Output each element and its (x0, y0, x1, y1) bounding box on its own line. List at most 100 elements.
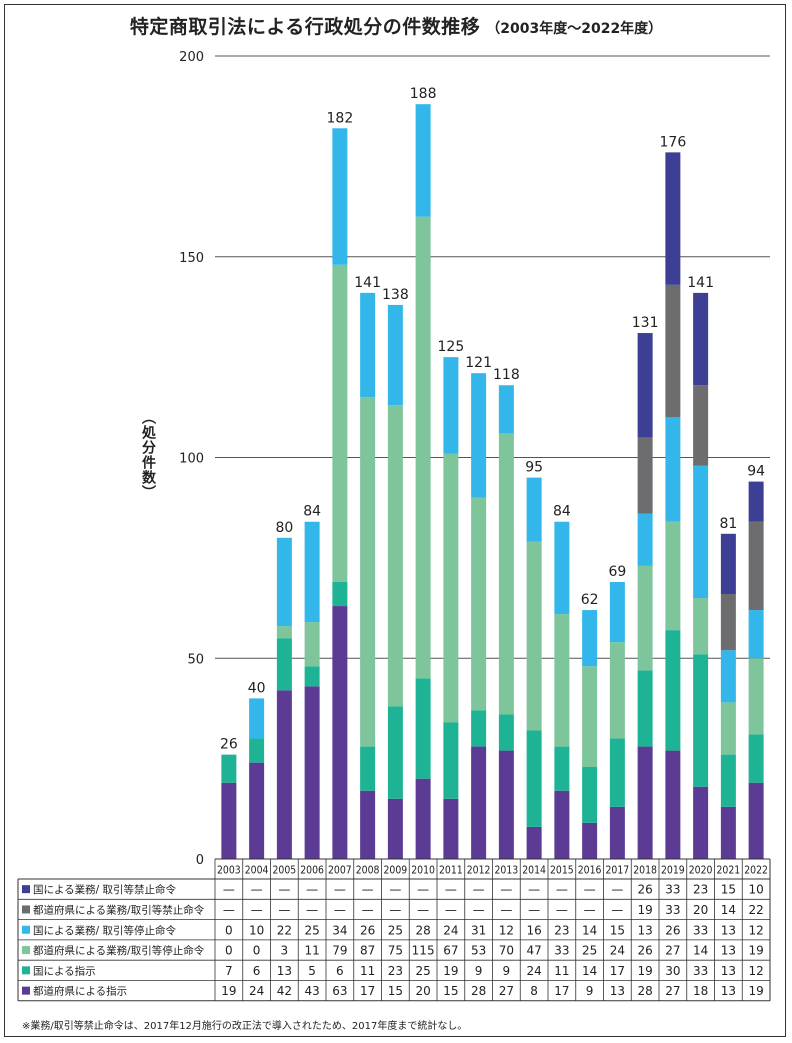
bar-segment-gov_suspend (582, 610, 598, 667)
bar-total-label: 121 (465, 355, 492, 371)
table-cell-pref_suspend: 19 (748, 944, 763, 958)
table-cell-gov_instruct: 7 (225, 964, 233, 978)
table-cell-pref_suspend: 115 (412, 944, 435, 958)
table-cell-pref_ban: 19 (637, 903, 652, 917)
table-cell-gov_suspend: 33 (693, 923, 708, 937)
bar-total-label: 182 (327, 110, 354, 126)
bar-total-label: 125 (438, 339, 465, 355)
table-cell-gov_instruct: 19 (443, 964, 458, 978)
table-cell-pref_suspend: 53 (471, 944, 486, 958)
table-cell-gov_instruct: 5 (308, 964, 316, 978)
y-axis-label: （処分件数） (140, 410, 156, 500)
bar-segment-pref_instruct (415, 778, 431, 859)
table-cell-gov_instruct: 13 (721, 964, 736, 978)
table-cell-pref_ban: — (334, 903, 346, 917)
table-cell-pref_ban: — (278, 903, 290, 917)
bar-total-label: 40 (248, 680, 266, 696)
table-cell-gov_suspend: 13 (637, 923, 652, 937)
legend-swatch-pref_ban (22, 905, 30, 914)
table-cell-pref_instruct: 28 (471, 984, 486, 998)
table-cell-pref_instruct: 13 (610, 984, 625, 998)
bar-segment-gov_suspend (748, 610, 764, 659)
table-cell-pref_instruct: 63 (332, 984, 347, 998)
table-cell-pref_suspend: 47 (526, 944, 541, 958)
bar-segment-gov_instruct (360, 746, 376, 791)
table-year-header: 2004 (245, 865, 269, 877)
table-cell-gov_ban: 15 (721, 883, 736, 897)
table-cell-gov_ban: — (251, 883, 263, 897)
bar-segment-pref_instruct (471, 746, 487, 859)
table-cell-gov_ban: — (528, 883, 540, 897)
bar-segment-gov_ban (637, 333, 653, 438)
table-cell-gov_suspend: 23 (554, 923, 569, 937)
bar-total-label: 95 (525, 460, 543, 476)
table-cell-gov_instruct: 12 (748, 964, 763, 978)
table-cell-pref_suspend: 24 (610, 944, 625, 958)
bar-total-label: 188 (410, 86, 437, 102)
table-cell-gov_ban: — (584, 883, 596, 897)
bar-total-label: 69 (608, 564, 626, 580)
table-cell-pref_suspend: 13 (721, 944, 736, 958)
table-cell-pref_suspend: 27 (665, 944, 680, 958)
table-year-header: 2011 (439, 865, 463, 877)
table-cell-pref_ban: — (389, 903, 401, 917)
table-cell-gov_ban: 26 (637, 883, 652, 897)
bar-segment-gov_ban (748, 481, 764, 522)
table-year-header: 2010 (411, 865, 435, 877)
y-tick-label: 0 (196, 853, 204, 868)
bar-total-label: 26 (220, 737, 238, 753)
bar-segment-pref_instruct (221, 782, 237, 859)
chart-frame (4, 4, 786, 1037)
table-cell-pref_ban: 33 (665, 903, 680, 917)
table-cell-gov_ban: — (556, 883, 568, 897)
bar-segment-pref_instruct (665, 750, 681, 859)
bar-segment-pref_suspend (387, 405, 403, 707)
chart-title: 特定商取引法による行政処分の件数推移 （2003年度〜2022年度） (0, 12, 792, 39)
table-cell-gov_ban: 33 (665, 883, 680, 897)
bar-segment-gov_instruct (332, 581, 348, 607)
bar-segment-pref_suspend (276, 626, 292, 639)
table-cell-gov_ban: — (500, 883, 512, 897)
bar-segment-gov_suspend (249, 698, 265, 739)
table-cell-gov_suspend: 22 (277, 923, 292, 937)
table-cell-gov_instruct: 33 (693, 964, 708, 978)
bar-segment-gov_instruct (276, 638, 292, 691)
table-year-header: 2003 (217, 865, 241, 877)
bar-segment-gov_instruct (304, 666, 320, 687)
bar-segment-gov_ban (693, 292, 709, 386)
table-cell-pref_suspend: 3 (281, 944, 289, 958)
table-year-header: 2021 (717, 865, 741, 877)
bar-segment-pref_ban (720, 594, 736, 651)
table-cell-gov_instruct: 9 (503, 964, 511, 978)
table-cell-pref_instruct: 17 (554, 984, 569, 998)
bar-segment-gov_instruct (443, 722, 459, 799)
bar-segment-gov_instruct (526, 730, 542, 827)
bar-total-label: 141 (354, 275, 381, 291)
table-year-header: 2019 (661, 865, 685, 877)
bar-segment-gov_suspend (693, 465, 709, 599)
table-cell-gov_instruct: 11 (360, 964, 375, 978)
table-cell-gov_suspend: 28 (415, 923, 430, 937)
table-cell-gov_suspend: 13 (721, 923, 736, 937)
table-cell-gov_instruct: 17 (610, 964, 625, 978)
table-cell-gov_suspend: 26 (665, 923, 680, 937)
table-cell-pref_ban: — (473, 903, 485, 917)
legend-swatch-gov_instruct (22, 966, 30, 975)
table-cell-pref_ban: — (306, 903, 318, 917)
bar-segment-pref_instruct (304, 686, 320, 859)
table-year-header: 2008 (356, 865, 380, 877)
bar-segment-gov_instruct (554, 746, 570, 791)
table-cell-gov_suspend: 26 (360, 923, 375, 937)
table-cell-gov_suspend: 15 (610, 923, 625, 937)
table-cell-pref_suspend: 87 (360, 944, 375, 958)
table-year-header: 2016 (578, 865, 602, 877)
bar-segment-gov_instruct (387, 706, 403, 799)
bar-segment-pref_instruct (332, 606, 348, 859)
chart-title-main: 特定商取引法による行政処分の件数推移 (129, 16, 481, 38)
bar-total-label: 176 (660, 134, 687, 150)
bar-segment-gov_ban (720, 533, 736, 595)
bar-segment-pref_suspend (498, 433, 514, 715)
table-year-header: 2017 (606, 865, 630, 877)
table-cell-pref_instruct: 42 (277, 984, 292, 998)
